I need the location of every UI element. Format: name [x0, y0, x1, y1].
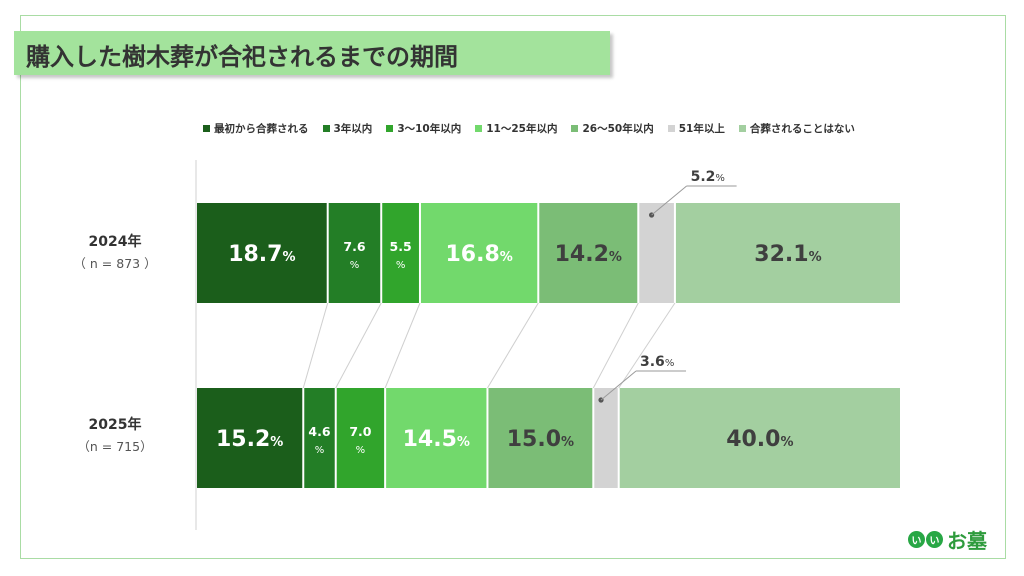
row-n-2024: （ n = 873 ）	[73, 256, 157, 271]
bar-segment	[304, 388, 335, 488]
legend: 最初から合葬される 3年以内 3〜10年以内 11〜25年以内 26〜50年以内 51年以…	[203, 121, 869, 135]
row-label-2025: 2025年 （n = 715）	[60, 414, 170, 455]
brand-dot: い	[926, 531, 943, 548]
bar-segment	[420, 203, 538, 303]
data-label-unit: %	[396, 260, 406, 271]
callout-leader	[600, 370, 637, 401]
data-label: 7.6	[343, 239, 365, 254]
legend-label: 26〜50年以内	[582, 122, 654, 135]
legend-item: 11〜25年以内	[475, 121, 557, 136]
legend-label: 合葬されることはない	[749, 122, 855, 135]
data-label: 7.0	[349, 424, 371, 439]
data-label: 3.6%	[640, 354, 674, 370]
bar-segment	[336, 388, 385, 488]
row-n-2025: （n = 715）	[77, 439, 153, 454]
bar-segment	[197, 388, 303, 488]
legend-item: 26〜50年以内	[571, 121, 654, 136]
brand-dot: い	[908, 531, 925, 548]
data-label: 5.2%	[691, 169, 725, 185]
series-connector-line	[302, 302, 329, 389]
legend-label: 3年以内	[333, 122, 373, 135]
series-connector-line	[487, 302, 539, 389]
legend-label: 最初から合葬される	[214, 122, 309, 135]
data-label-unit: %	[350, 260, 360, 271]
legend-label: 11〜25年以内	[486, 122, 558, 135]
series-connector-line	[592, 302, 639, 389]
data-label: 5.5	[390, 239, 412, 254]
legend-item: 51年以上	[667, 121, 725, 136]
legend-swatch	[738, 124, 746, 132]
data-label: 16.8%	[445, 242, 512, 267]
legend-swatch	[475, 124, 483, 132]
legend-item: 3〜10年以内	[386, 121, 461, 136]
legend-swatch	[571, 124, 579, 132]
bar-segment	[619, 388, 900, 488]
legend-swatch	[203, 124, 210, 132]
series-connector-line	[335, 302, 382, 389]
data-label-unit: %	[356, 445, 366, 456]
legend-item: 最初から合葬される	[203, 121, 309, 136]
bar-segment	[382, 203, 419, 303]
row-year-2025: 2025年	[88, 417, 142, 433]
bar-segment	[197, 203, 327, 303]
bar-segment	[488, 388, 593, 488]
row-year-2024: 2024年	[88, 234, 142, 250]
legend-swatch	[386, 124, 394, 132]
bar-segment	[386, 388, 487, 488]
legend-swatch	[322, 124, 330, 132]
brand-logo: い い お墓	[908, 525, 987, 554]
title-banner	[14, 31, 610, 75]
brand-text: お墓	[947, 529, 987, 553]
bar-segment	[594, 388, 618, 488]
bar-segment	[539, 203, 638, 303]
series-connector-line	[384, 302, 421, 389]
bar-segment	[639, 203, 674, 303]
legend-item: 合葬されることはない	[738, 121, 855, 136]
data-label: 4.6	[308, 424, 330, 439]
row-label-2024: 2024年 （ n = 873 ）	[60, 231, 170, 272]
bar-segment	[675, 203, 900, 303]
legend-swatch	[667, 124, 675, 132]
callout-leader	[651, 185, 687, 216]
legend-label: 51年以上	[678, 122, 725, 135]
legend-label: 3〜10年以内	[397, 122, 462, 135]
series-connector-line	[618, 302, 676, 389]
chart-frame	[20, 15, 1006, 559]
data-label-unit: %	[315, 445, 325, 456]
bar-segment	[328, 203, 381, 303]
data-label: 18.7%	[228, 242, 295, 267]
legend-item: 3年以内	[322, 121, 373, 136]
chart-title: 購入した樹木葬が合祀されるまでの期間	[26, 43, 458, 71]
